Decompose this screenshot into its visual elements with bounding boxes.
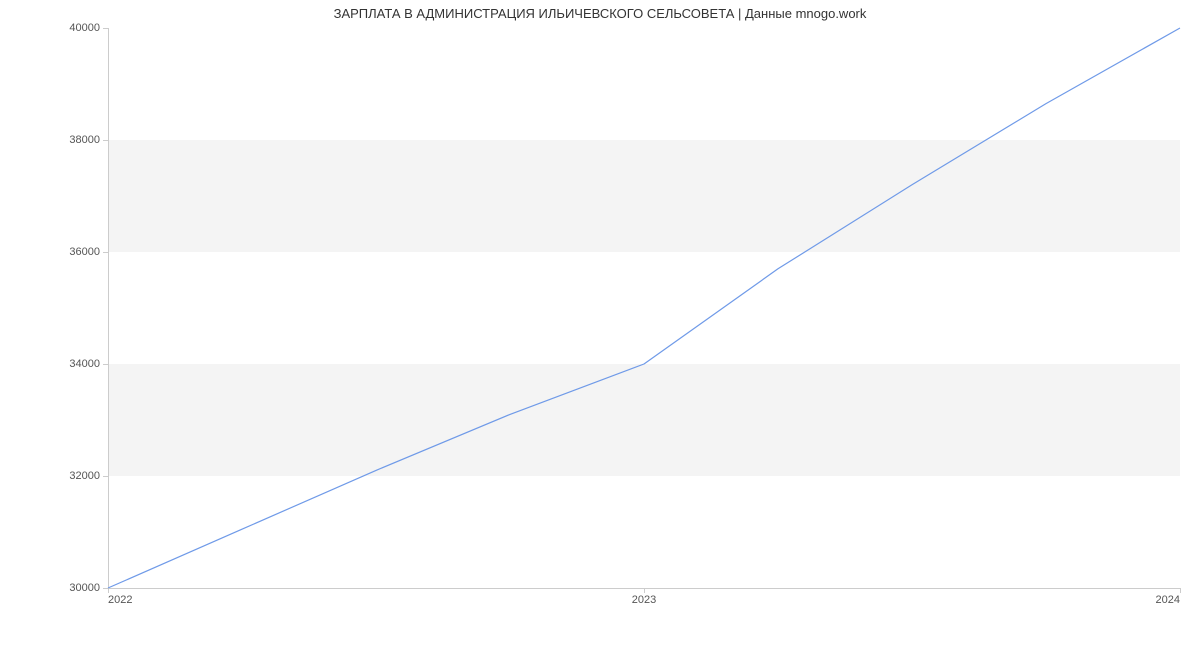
y-tick-label: 32000 (69, 470, 108, 482)
chart-title: ЗАРПЛАТА В АДМИНИСТРАЦИЯ ИЛЬИЧЕВСКОГО СЕ… (0, 6, 1200, 21)
x-tick-label: 2024 (1156, 588, 1180, 606)
y-tick-label: 38000 (69, 134, 108, 146)
plot-area: 300003200034000360003800040000 202220232… (108, 28, 1180, 588)
line-layer (108, 28, 1180, 588)
x-tick-label: 2023 (632, 588, 656, 606)
salary-line-chart: ЗАРПЛАТА В АДМИНИСТРАЦИЯ ИЛЬИЧЕВСКОГО СЕ… (0, 0, 1200, 650)
y-tick-label: 34000 (69, 358, 108, 370)
series-line-salary (108, 28, 1180, 588)
x-tick-label: 2022 (108, 588, 132, 606)
x-tick-mark (1180, 588, 1181, 593)
y-tick-label: 36000 (69, 246, 108, 258)
y-tick-label: 40000 (69, 22, 108, 34)
y-tick-label: 30000 (69, 582, 108, 594)
